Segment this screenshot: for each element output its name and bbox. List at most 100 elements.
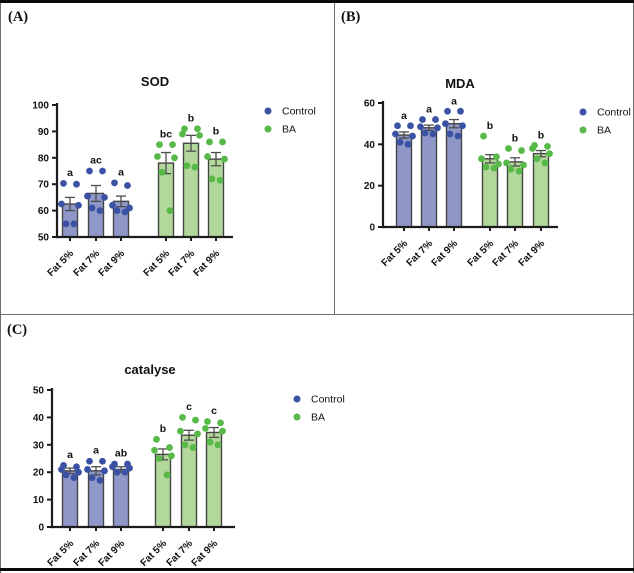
scatter-point [86, 167, 93, 175]
scatter-point [407, 122, 414, 130]
scatter-point [179, 414, 186, 421]
chart-title: catalyse [124, 362, 175, 377]
significance-letter: b [512, 133, 518, 145]
scatter-point [409, 132, 416, 140]
scatter-point [204, 153, 211, 160]
scatter-point [58, 466, 65, 473]
scatter-point [166, 444, 173, 451]
scatter-point [124, 182, 131, 189]
legend-marker [293, 413, 301, 421]
scatter-point [503, 159, 510, 167]
scatter-point [189, 444, 197, 451]
significance-letter: b [160, 423, 166, 435]
y-axis-tick-label: 40 [33, 413, 45, 424]
scatter-point [70, 220, 78, 228]
scatter-point [421, 129, 429, 137]
x-axis-label: Fat 5% [46, 538, 77, 569]
scatter-point [544, 143, 551, 150]
panel-divider-horizontal [0, 314, 634, 315]
significance-letter: c [211, 405, 217, 417]
scatter-point [546, 150, 553, 158]
panel-divider-vertical [334, 0, 335, 315]
x-axis-label: Fat 7% [491, 238, 522, 269]
x-axis-label: Fat 5% [46, 248, 77, 279]
x-axis-label: Fat 9% [97, 538, 128, 569]
x-axis-label: Fat 5% [142, 248, 173, 279]
bar [395, 134, 413, 228]
scatter-point [529, 145, 536, 152]
significance-letter: b [487, 120, 493, 132]
x-axis-label: Fat 7% [72, 248, 103, 279]
y-axis-tick-label: 30 [33, 440, 45, 451]
scatter-point [88, 204, 96, 212]
bar [154, 453, 172, 528]
figure-border-bottom [0, 568, 634, 571]
bar [182, 142, 200, 238]
scatter-point [394, 122, 401, 130]
x-axis-label: Fat 7% [72, 538, 103, 569]
scatter-point [88, 474, 96, 482]
scatter-point [480, 132, 487, 140]
scatter-point [194, 430, 201, 438]
significance-letter: a [451, 95, 457, 107]
scatter-point [109, 201, 116, 209]
scatter-point [113, 207, 121, 215]
scatter-point [194, 125, 201, 133]
scatter-point [392, 130, 399, 138]
scatter-point [70, 474, 78, 482]
significance-letter: a [67, 449, 73, 461]
scatter-point [429, 130, 437, 138]
scatter-point [99, 457, 106, 465]
scatter-point [153, 435, 160, 443]
scatter-point [96, 477, 104, 484]
scatter-point [101, 467, 108, 475]
x-axis-label: Fat 7% [167, 248, 198, 279]
scatter-point [121, 468, 129, 476]
significance-letter: ac [90, 155, 102, 167]
y-axis-tick-label: 50 [33, 386, 45, 397]
scatter-point [179, 130, 186, 138]
scatter-point [208, 175, 216, 183]
scatter-point [419, 116, 426, 123]
scatter-point [169, 141, 176, 149]
scatter-point [111, 179, 118, 187]
significance-letter: c [186, 401, 192, 413]
legend-label: BA [311, 412, 325, 424]
legend-marker [264, 107, 272, 115]
bar [420, 127, 438, 228]
scatter-point [202, 424, 209, 432]
panel-label: (A) [8, 9, 28, 25]
scatter-point [396, 138, 404, 146]
legend-label: BA [597, 125, 611, 137]
scatter-point [206, 138, 213, 146]
significance-letter: a [93, 445, 99, 457]
scatter-point [163, 471, 171, 479]
x-axis-label: Fat 9% [430, 238, 461, 269]
legend-marker [579, 126, 587, 134]
scatter-point [442, 120, 449, 128]
scatter-point [99, 167, 106, 175]
scatter-point [196, 131, 203, 139]
x-axis-label: Fat 5% [380, 238, 411, 269]
bar [207, 158, 225, 238]
scatter-point [126, 464, 133, 472]
x-axis-label: Fat 9% [190, 538, 221, 569]
y-axis-tick-label: 0 [369, 223, 375, 234]
x-axis-label: Fat 7% [405, 238, 436, 269]
figure-border-top [0, 0, 634, 3]
scatter-point [482, 163, 490, 171]
legend-marker [293, 395, 301, 403]
significance-letter: a [118, 167, 124, 179]
scatter-point [62, 471, 70, 479]
legend-label: Control [311, 394, 345, 406]
chart-title: MDA [445, 76, 475, 91]
scatter-point [417, 123, 424, 131]
scatter-point [86, 457, 93, 465]
scatter-point [156, 141, 163, 149]
scatter-point [478, 155, 485, 163]
y-axis-tick-label: 40 [364, 140, 376, 151]
scatter-point [541, 159, 549, 167]
scatter-point [515, 167, 523, 175]
chart-panel-a: (A) SOD a Fat 5% ac Fat 7% a Fat 9% bc Fat 5% b Fat… [8, 9, 316, 279]
legend-label: Control [597, 107, 631, 119]
